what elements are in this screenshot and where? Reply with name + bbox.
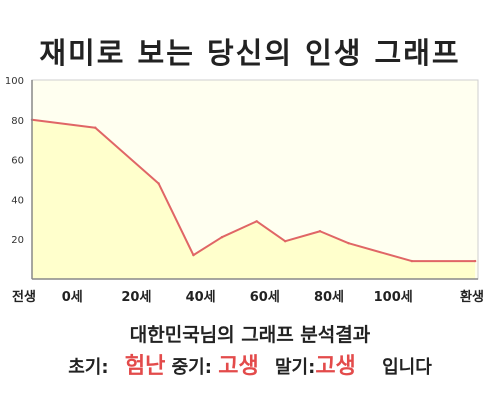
data-point bbox=[157, 182, 160, 185]
y-tick-label: 20 bbox=[11, 235, 24, 246]
life-chart: 20 40 60 80 100 전생 0세 20세 40세 60세 80세 100세 환생 bbox=[5, 76, 484, 305]
x-tick-label: 0세 bbox=[62, 290, 83, 305]
y-tick-label: 40 bbox=[11, 195, 24, 206]
early-label: 초기: bbox=[68, 357, 109, 378]
data-point bbox=[192, 253, 195, 257]
late-value: 고생 bbox=[315, 354, 356, 379]
x-tick-label: 전생 bbox=[12, 289, 36, 305]
x-tick-label: 80세 bbox=[314, 290, 344, 305]
area-fill bbox=[32, 119, 476, 279]
early-value: 험난 bbox=[124, 354, 166, 379]
data-point bbox=[347, 241, 350, 245]
mid-value: 고생 bbox=[218, 354, 259, 379]
x-tick-label: 환생 bbox=[460, 289, 484, 305]
data-point bbox=[473, 259, 477, 263]
data-point bbox=[318, 230, 322, 233]
data-point bbox=[220, 236, 224, 239]
x-tick-label: 40세 bbox=[186, 290, 216, 305]
x-tick-label: 60세 bbox=[250, 290, 280, 305]
late-label: 말기: bbox=[274, 357, 316, 378]
page-title: 재미로 보는 당신의 인생 그래프 bbox=[39, 36, 461, 70]
data-point bbox=[255, 220, 258, 223]
x-tick-label: 20세 bbox=[121, 290, 151, 305]
result-heading: 대한민국님의 그래프 분석결과 bbox=[129, 324, 371, 346]
result-summary: 초기: 험난 중기: 고생 말기:고생 입니다 bbox=[0, 348, 500, 380]
x-tick-label: 100세 bbox=[374, 290, 413, 305]
data-point bbox=[284, 239, 287, 243]
data-point bbox=[410, 259, 413, 263]
y-tick-label: 80 bbox=[11, 116, 24, 127]
result-suffix: 입니다 bbox=[382, 357, 432, 378]
y-tick-label: 60 bbox=[11, 156, 24, 167]
y-tick-label: 100 bbox=[5, 76, 24, 87]
mid-label: 중기: bbox=[171, 357, 212, 378]
data-point bbox=[94, 126, 97, 129]
